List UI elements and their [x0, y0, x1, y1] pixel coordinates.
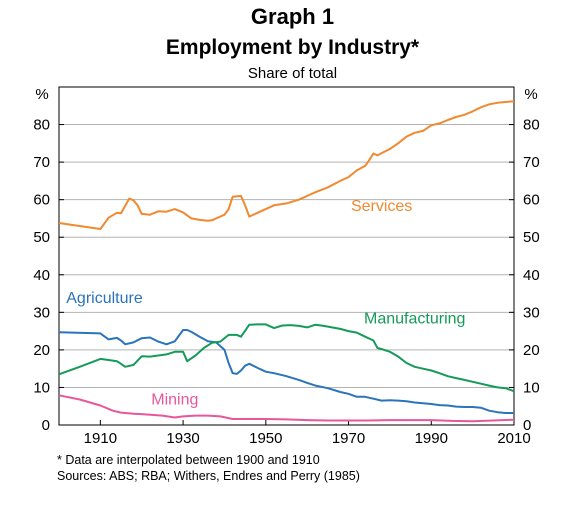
- y-tick-label-right: 30: [523, 304, 540, 321]
- y-tick-label-left: 10: [33, 379, 50, 396]
- x-tick-label: 1950: [249, 430, 282, 447]
- series-label-manufacturing: Manufacturing: [364, 311, 465, 328]
- y-tick-label-left: 40: [33, 267, 50, 284]
- chart-title: Employment by Industry*: [165, 36, 420, 59]
- series-line-agriculture: [58, 329, 514, 414]
- footnote: * Data are interpolated between 1900 and…: [57, 453, 320, 467]
- x-tick-label: 1970: [332, 430, 365, 447]
- series-labels: Services Agriculture Manufacturing Mining: [66, 198, 465, 408]
- y-tick-label-right: 50: [523, 229, 540, 246]
- y-tick-label-left: 20: [33, 342, 50, 359]
- y-tick-label-right: 0: [523, 417, 531, 434]
- series-line-manufacturing: [58, 323, 515, 393]
- axis-ticks: 0 0 10 10 20 20 30 30 40 40 50 50 60 60 70 70 80 80 1910 19…: [33, 117, 539, 447]
- y-axis-unit-left: %: [35, 86, 48, 103]
- y-tick-label-left: 70: [33, 154, 50, 171]
- y-tick-label-left: 0: [42, 417, 50, 434]
- y-tick-label-left: 80: [33, 117, 50, 134]
- sources: Sources: ABS; RBA; Withers, Endres and P…: [57, 469, 360, 483]
- chart-subtitle: Share of total: [247, 65, 338, 82]
- chart-notes: * Data are interpolated between 1900 and…: [57, 452, 360, 484]
- series-label-mining: Mining: [151, 391, 198, 408]
- y-tick-label-right: 60: [523, 192, 540, 209]
- x-tick-label: 1910: [84, 430, 117, 447]
- series-line-mining: [58, 394, 515, 423]
- y-tick-label-right: 40: [523, 267, 540, 284]
- plot-frame: [58, 86, 515, 426]
- series-line-services: [58, 100, 515, 230]
- y-tick-label-right: 20: [523, 342, 540, 359]
- gridlines: [59, 124, 514, 388]
- y-tick-label-right: 80: [523, 117, 540, 134]
- x-tick-label: 1930: [166, 430, 199, 447]
- x-tick-label: 2010: [497, 430, 530, 447]
- y-tick-label-right: 10: [523, 379, 540, 396]
- y-tick-label-right: 70: [523, 154, 540, 171]
- x-tick-label: 1990: [415, 430, 448, 447]
- y-tick-label-left: 50: [33, 229, 50, 246]
- graph-number: Graph 1: [250, 4, 335, 29]
- y-axis-unit-right: %: [524, 86, 537, 103]
- series-label-services: Services: [351, 198, 412, 215]
- y-tick-label-left: 30: [33, 304, 50, 321]
- y-tick-label-left: 60: [33, 192, 50, 209]
- series-label-agriculture: Agriculture: [66, 290, 143, 307]
- series-lines: [58, 100, 515, 423]
